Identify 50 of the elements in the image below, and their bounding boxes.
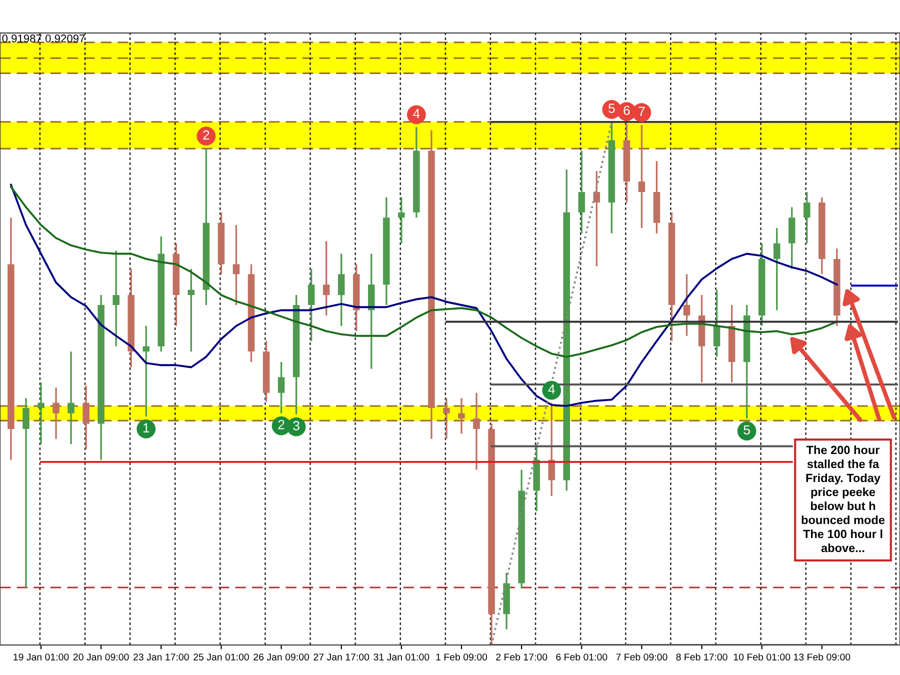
candlestick: [398, 196, 405, 244]
annotation: 1: [143, 423, 150, 432]
annotation: 2: [203, 130, 210, 140]
candlestick: [458, 397, 465, 435]
x-tick-label: 19 Jan 01:00: [14, 654, 69, 660]
candlestick: [142, 325, 150, 418]
candlestick: [473, 392, 480, 471]
x-tick-label: 27 Jan 17:00: [314, 654, 370, 660]
x-tick-label: 31 Jan 01:00: [374, 654, 430, 660]
annotation: 6: [624, 106, 630, 116]
candlestick: [804, 191, 810, 244]
candlestick: [112, 250, 120, 348]
candlestick: [232, 224, 240, 306]
annotation: 7: [638, 106, 645, 116]
x-tick-label: 10 Feb 01:00: [734, 653, 790, 660]
candlestick: [338, 252, 345, 327]
x-tick-label: 1 Feb 09:00: [436, 653, 488, 660]
x-tick-label: 6 Feb 01:00: [556, 653, 608, 660]
candlestick: [713, 288, 720, 358]
x-tick-label: 8 Feb 17:00: [676, 653, 728, 660]
candlestick: [638, 124, 646, 229]
x-tick-label: 2 Feb 17:00: [496, 653, 548, 660]
candlestick: [308, 268, 315, 342]
candlestick: [683, 273, 690, 337]
candlestick: [188, 268, 195, 352]
x-tick-label: 26 Jan 09:00: [254, 654, 310, 660]
candlestick: [548, 402, 555, 497]
x-tick-label: 25 Jan 01:00: [194, 654, 249, 660]
x-tick-label: 23 Jan 17:00: [134, 654, 189, 660]
candlestick: [52, 386, 60, 440]
candlestick: [443, 397, 450, 440]
candlestick: [38, 382, 44, 445]
text: 0.91987 0.92097: [2, 34, 85, 42]
candlestick: [82, 384, 90, 450]
candlestick: [22, 397, 30, 588]
annotation: The 200 hour stalled the fa Friday. Today price peeke below but h bounced mode The 100 hour l above...: [802, 446, 885, 552]
candlestick: [322, 240, 330, 316]
candlestick: [278, 361, 285, 414]
x-tick-label: 13 Feb 09:00: [794, 653, 850, 660]
annotation: 3: [293, 421, 300, 430]
candlestick: [773, 227, 780, 312]
candlestick: [68, 350, 74, 445]
x-tick-label: 20 Jan 09:00: [73, 654, 129, 660]
annotation: 5: [744, 425, 750, 435]
annotation: 5: [608, 104, 615, 113]
annotation: 2: [278, 420, 284, 430]
annotation: 4: [548, 384, 555, 394]
candlestick: [578, 150, 586, 234]
annotation: 4: [413, 108, 420, 118]
x-tick-label: 7 Feb 09:00: [616, 653, 668, 660]
